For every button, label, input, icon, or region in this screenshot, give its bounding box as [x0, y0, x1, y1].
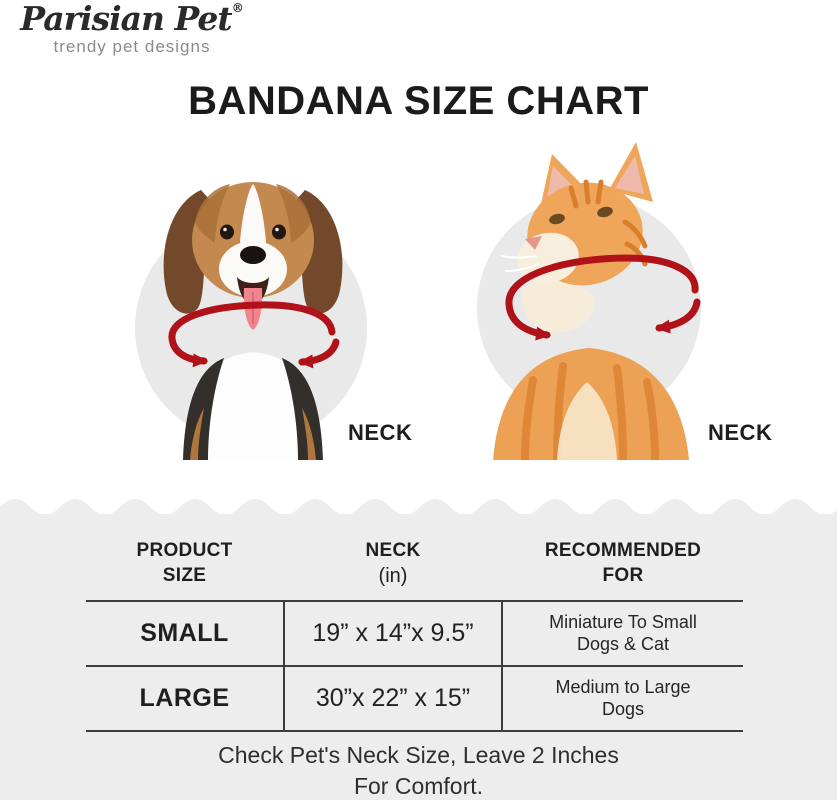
product-size-value: LARGE: [139, 684, 230, 712]
table-row-large: LARGE 30”x 22” x 15” Medium to Large Dog…: [86, 667, 743, 732]
header-line: SIZE: [162, 565, 207, 586]
brand-tagline: trendy pet designs: [53, 36, 211, 56]
cat-photo: [477, 142, 701, 460]
dog-neck-label: NECK: [348, 420, 413, 445]
neck-dimensions-value: 30”x 22” x 15”: [283, 667, 503, 730]
header-line: RECOMMENDED: [544, 540, 702, 562]
column-header-product-size: PRODUCT SIZE: [86, 528, 283, 600]
neck-dimensions-value: 19” x 14”x 9.5”: [283, 602, 503, 665]
brand-name-text: Parisian Pet: [20, 0, 232, 38]
cat-neck-label: NECK: [708, 420, 773, 445]
size-chart-section: [0, 514, 837, 800]
page-title: BANDANA SIZE CHART: [188, 79, 649, 123]
recommended-line: Medium to Large: [555, 676, 691, 697]
column-header-neck-in: NECK (in): [283, 528, 503, 600]
table-row-small: SMALL 19” x 14”x 9.5” Miniature To Small…: [86, 602, 743, 667]
header-line: FOR: [602, 565, 644, 586]
recommended-line: Dogs & Cat: [576, 633, 670, 654]
comfort-note-line1: Check Pet's Neck Size, Leave 2 Inches: [218, 742, 619, 768]
comfort-note: Check Pet's Neck Size, Leave 2 Inches Fo…: [0, 740, 837, 800]
neck-measure-arrow-icon: [168, 301, 340, 369]
neck-measure-arrow-icon: [505, 254, 701, 341]
brand-logo: Parisian Pet® trendy pet designs: [6, 0, 258, 57]
header-line: PRODUCT: [136, 540, 233, 562]
recommended-line: Miniature To Small: [549, 611, 697, 632]
size-table: PRODUCT SIZE NECK (in) RECOMMENDED FOR S…: [86, 528, 743, 732]
brand-name: Parisian Pet®: [6, 0, 258, 38]
header-unit: (in): [378, 565, 408, 588]
product-size-value: SMALL: [140, 619, 229, 647]
comfort-note-line2: For Comfort.: [353, 773, 484, 799]
registered-trademark-icon: ®: [231, 1, 244, 15]
recommended-for-value: Medium to Large Dogs: [503, 667, 743, 730]
header-line: NECK: [365, 539, 421, 561]
recommended-line: Dogs: [601, 698, 645, 719]
dog-photo: [135, 182, 367, 460]
column-header-recommended-for: RECOMMENDED FOR: [503, 528, 743, 600]
recommended-for-value: Miniature To Small Dogs & Cat: [503, 602, 743, 665]
table-header-row: PRODUCT SIZE NECK (in) RECOMMENDED FOR: [86, 528, 743, 602]
